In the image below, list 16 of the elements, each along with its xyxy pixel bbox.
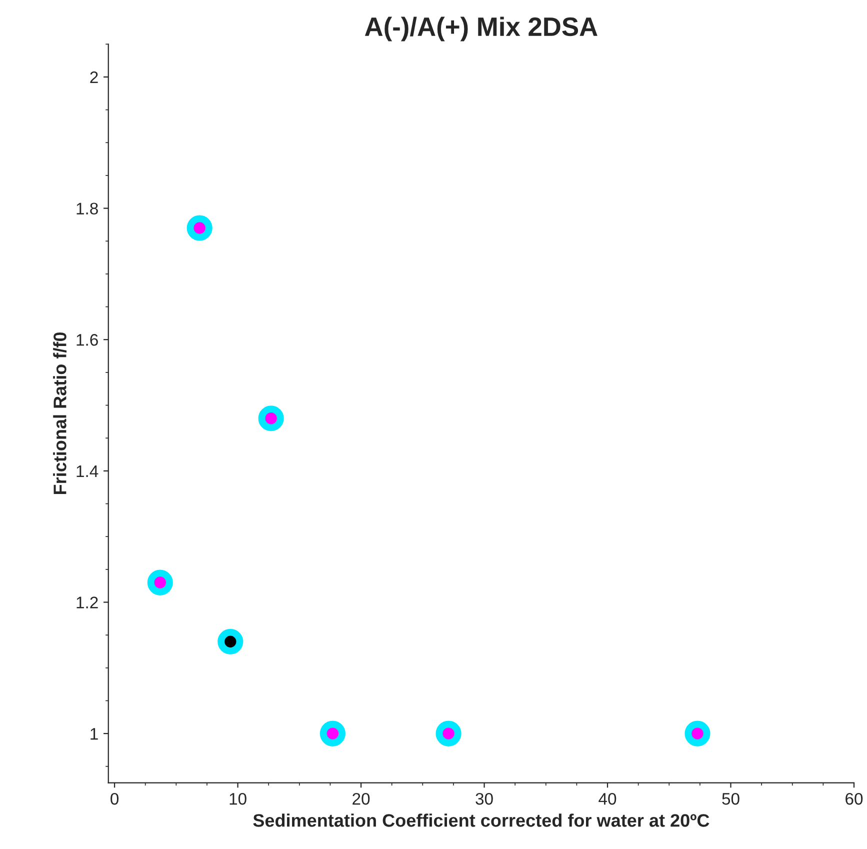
x-tick-label: 40 <box>598 792 616 805</box>
y-axis-title: Frictional Ratio f/f0 <box>53 332 67 494</box>
y-tick-label: 2 <box>90 71 98 84</box>
x-tick-label: 10 <box>230 792 246 805</box>
x-axis-title: Sedimentation Coefficient corrected for water at 20ºC <box>253 814 710 827</box>
x-tick-label: 20 <box>352 792 370 805</box>
y-tick-label: 1.6 <box>76 334 98 346</box>
y-tick-label: 1 <box>90 728 98 740</box>
y-tick-label: 1.2 <box>76 596 98 608</box>
chart-title: A(-)/A(+) Mix 2DSA <box>364 16 598 42</box>
y-tick-label: 1.8 <box>76 202 98 214</box>
x-tick-label: 60 <box>846 792 863 805</box>
x-tick-label: 0 <box>110 792 119 805</box>
x-tick-label: 50 <box>722 792 740 805</box>
x-tick-label: 30 <box>476 792 493 805</box>
y-tick-label: 1.4 <box>76 465 98 477</box>
